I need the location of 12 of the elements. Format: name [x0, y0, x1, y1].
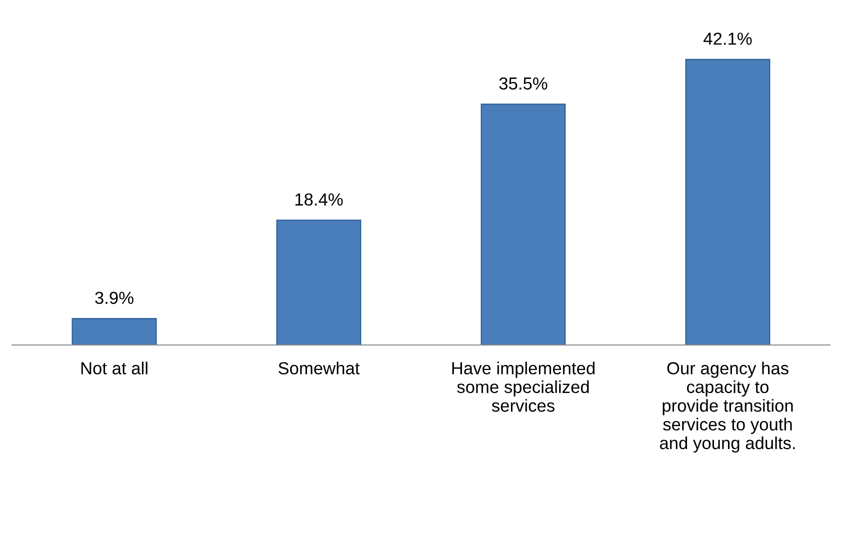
x-tick-label: Somewhat [278, 362, 360, 374]
bar [72, 318, 157, 345]
data-label: 35.5% [499, 77, 548, 90]
data-label: 3.9% [95, 292, 134, 304]
data-label: 18.4% [295, 193, 343, 206]
data-label: 42.1% [704, 32, 752, 45]
x-tick-label: Our agency has capacity to provide transition services to youth and young adults. [660, 362, 795, 453]
bar [276, 220, 362, 345]
bar [685, 58, 770, 345]
bar [480, 104, 566, 345]
x-tick-label: Have implemented some specialized services [452, 362, 595, 412]
x-tick-label: Not at all [81, 362, 148, 374]
